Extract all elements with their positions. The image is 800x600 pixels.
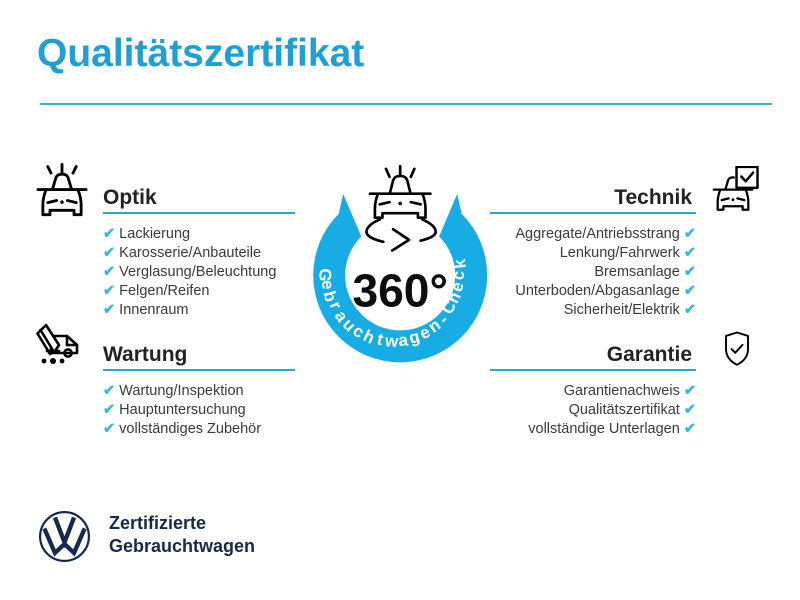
- svg-text:360°: 360°: [352, 264, 447, 316]
